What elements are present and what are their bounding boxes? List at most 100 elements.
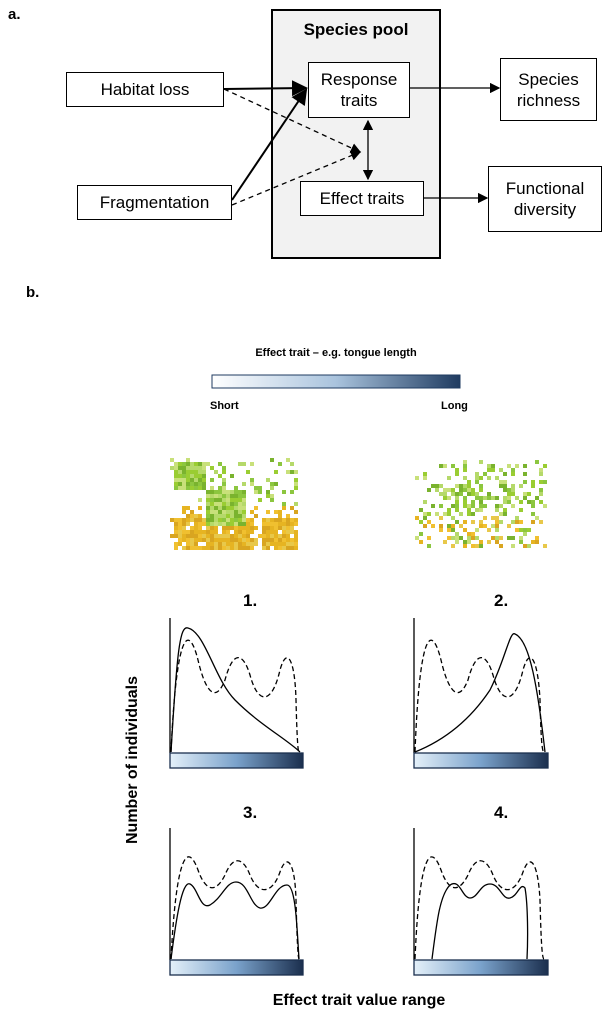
pixel [487, 492, 491, 496]
pixel [238, 506, 242, 510]
pixel [519, 536, 523, 540]
pixel [182, 470, 186, 474]
legend-low: Short [210, 400, 239, 412]
pixel [487, 464, 491, 468]
pixel [238, 526, 242, 530]
pixel [174, 478, 178, 482]
pixel [503, 480, 507, 484]
pixel [182, 466, 186, 470]
pixel [539, 488, 543, 492]
pixel [210, 486, 214, 490]
pixel [238, 514, 242, 518]
pixel [250, 478, 254, 482]
pixel [226, 546, 230, 550]
pixel [471, 536, 475, 540]
pixel [286, 526, 290, 530]
pixel [206, 510, 210, 514]
pixel [190, 530, 194, 534]
pixel [194, 546, 198, 550]
pixel [210, 510, 214, 514]
pixel [270, 534, 274, 538]
pixel [186, 458, 190, 462]
pixel [194, 542, 198, 546]
pixel [535, 540, 539, 544]
pixel [214, 518, 218, 522]
pixel [439, 528, 443, 532]
pixel [286, 458, 290, 462]
species-pool-title: Species pool [272, 20, 440, 40]
pixel [238, 542, 242, 546]
pixel [274, 534, 278, 538]
pixel [451, 488, 455, 492]
pixel [467, 508, 471, 512]
pixel [226, 542, 230, 546]
pixel [270, 530, 274, 534]
pixel [198, 518, 202, 522]
pixel [218, 494, 222, 498]
pixel [238, 502, 242, 506]
pixel [499, 504, 503, 508]
pixel [194, 538, 198, 542]
pixel [190, 510, 194, 514]
pixel [178, 530, 182, 534]
pixel [455, 540, 459, 544]
pixel [202, 534, 206, 538]
pixel [290, 470, 294, 474]
pixel [467, 488, 471, 492]
pixel [242, 490, 246, 494]
pixel [531, 484, 535, 488]
pixel [218, 534, 222, 538]
pixel [190, 514, 194, 518]
pixel [218, 546, 222, 550]
pixel [174, 486, 178, 490]
pixel [214, 490, 218, 494]
pixel [266, 526, 270, 530]
pixel [198, 506, 202, 510]
pixel [427, 488, 431, 492]
pixel [463, 464, 467, 468]
pixel [483, 524, 487, 528]
pixel [242, 538, 246, 542]
pixel [447, 476, 451, 480]
pixel [250, 546, 254, 550]
pixel [206, 494, 210, 498]
pixel [190, 486, 194, 490]
pixel [234, 490, 238, 494]
pixel [186, 522, 190, 526]
pixel [178, 534, 182, 538]
pixel [210, 522, 214, 526]
pixel [467, 532, 471, 536]
pixel [234, 486, 238, 490]
pixel [487, 528, 491, 532]
pixel [294, 510, 298, 514]
pixel [218, 502, 222, 506]
node: Effect traits [300, 181, 424, 216]
pixel [479, 476, 483, 480]
pixel [178, 538, 182, 542]
pixel [459, 488, 463, 492]
pixel [290, 530, 294, 534]
pixel [503, 508, 507, 512]
pixel [182, 534, 186, 538]
pixel [475, 544, 479, 548]
pixel [222, 522, 226, 526]
pixel [238, 522, 242, 526]
pixel [254, 514, 258, 518]
pixel [415, 476, 419, 480]
pixel [475, 472, 479, 476]
pixel [539, 468, 543, 472]
pixel [242, 514, 246, 518]
pixel [439, 524, 443, 528]
pixel [511, 492, 515, 496]
pixel [475, 496, 479, 500]
pixel [290, 542, 294, 546]
pixel [467, 512, 471, 516]
pixel [447, 496, 451, 500]
pixel [511, 472, 515, 476]
node: Species richness [500, 58, 597, 121]
pixel [475, 528, 479, 532]
pixel [274, 538, 278, 542]
pixel [431, 524, 435, 528]
pixel [230, 546, 234, 550]
pixel [218, 518, 222, 522]
